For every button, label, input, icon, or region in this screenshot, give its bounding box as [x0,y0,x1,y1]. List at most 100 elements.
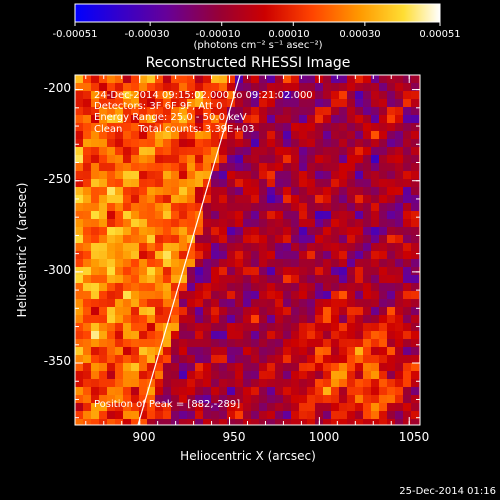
heatmap-cell [227,267,235,275]
heatmap-cell [259,411,267,419]
heatmap-cell [115,275,123,283]
heatmap-cell [411,123,419,131]
heatmap-cell [83,179,91,187]
heatmap-cell [411,331,419,339]
heatmap-cell [411,371,419,379]
heatmap-cell [403,347,411,355]
heatmap-cell [99,227,107,235]
heatmap-cell [315,331,323,339]
heatmap-cell [347,91,355,99]
heatmap-cell [131,163,139,171]
heatmap-cell [195,171,203,179]
heatmap-cell [403,395,411,403]
heatmap-cell [363,347,371,355]
heatmap-cell [243,251,251,259]
heatmap-cell [147,411,155,419]
heatmap-cell [259,275,267,283]
heatmap-cell [163,395,171,403]
heatmap-cell [267,99,275,107]
heatmap-cell [339,419,347,425]
heatmap-cell [339,203,347,211]
heatmap-cell [371,75,379,83]
heatmap-cell [99,75,107,83]
heatmap-cell [155,179,163,187]
heatmap-cell [147,283,155,291]
heatmap-cell [363,363,371,371]
heatmap-cell [187,363,195,371]
heatmap-cell [147,323,155,331]
heatmap-cell [315,315,323,323]
heatmap-cell [123,75,131,83]
heatmap-cell [403,275,411,283]
heatmap-cell [155,123,163,131]
heatmap-cell [411,99,419,107]
heatmap-cell [411,131,419,139]
heatmap-cell [187,147,195,155]
heatmap-cell [187,403,195,411]
heatmap-cell [107,315,115,323]
heatmap-cell [123,315,131,323]
heatmap-cell [243,155,251,163]
heatmap-cell [123,203,131,211]
heatmap-cell [387,211,395,219]
heatmap-cell [403,235,411,243]
heatmap-cell [195,387,203,395]
heatmap-cell [363,387,371,395]
heatmap-cell [83,147,91,155]
heatmap-cell [379,411,387,419]
heatmap-cell [259,83,267,91]
heatmap-cell [299,131,307,139]
heatmap-cell [339,331,347,339]
heatmap-cell [139,419,147,425]
heatmap-cell [259,227,267,235]
heatmap-cell [227,123,235,131]
heatmap-cell [355,203,363,211]
heatmap-cell [403,163,411,171]
heatmap-cell [251,411,259,419]
heatmap-cell [139,155,147,163]
heatmap-cell [211,395,219,403]
annotation-energy-range: Energy Range: 25.0 - 50.0 keV [94,112,247,123]
heatmap-cell [411,251,419,259]
heatmap-cell [291,195,299,203]
heatmap-cell [115,155,123,163]
heatmap-cell [355,403,363,411]
heatmap-cell [203,131,211,139]
heatmap-cell [291,123,299,131]
heatmap-cell [147,91,155,99]
heatmap-cell [91,251,99,259]
heatmap-cell [331,219,339,227]
heatmap-cell [411,275,419,283]
heatmap-cell [107,339,115,347]
heatmap-cell [219,331,227,339]
heatmap-cell [123,155,131,163]
heatmap-cell [139,395,147,403]
heatmap-cell [243,315,251,323]
heatmap-cell [195,227,203,235]
heatmap-cell [219,115,227,123]
heatmap-cell [91,75,99,83]
heatmap-cell [235,115,243,123]
heatmap-cell [235,219,243,227]
heatmap-cell [115,203,123,211]
heatmap-cell [147,275,155,283]
heatmap-cell [259,371,267,379]
heatmap-cell [115,395,123,403]
heatmap-cell [115,299,123,307]
heatmap-cell [139,251,147,259]
heatmap-cell [139,195,147,203]
heatmap-cell [123,179,131,187]
heatmap-cell [75,91,83,99]
heatmap-cell [267,323,275,331]
heatmap-cell [91,211,99,219]
heatmap-cell [315,187,323,195]
heatmap-cell [331,363,339,371]
heatmap-cell [355,259,363,267]
heatmap-cell [395,91,403,99]
heatmap-cell [355,347,363,355]
heatmap-cell [227,139,235,147]
heatmap-cell [395,267,403,275]
heatmap-cell [163,347,171,355]
heatmap-cell [115,363,123,371]
heatmap-cell [131,259,139,267]
